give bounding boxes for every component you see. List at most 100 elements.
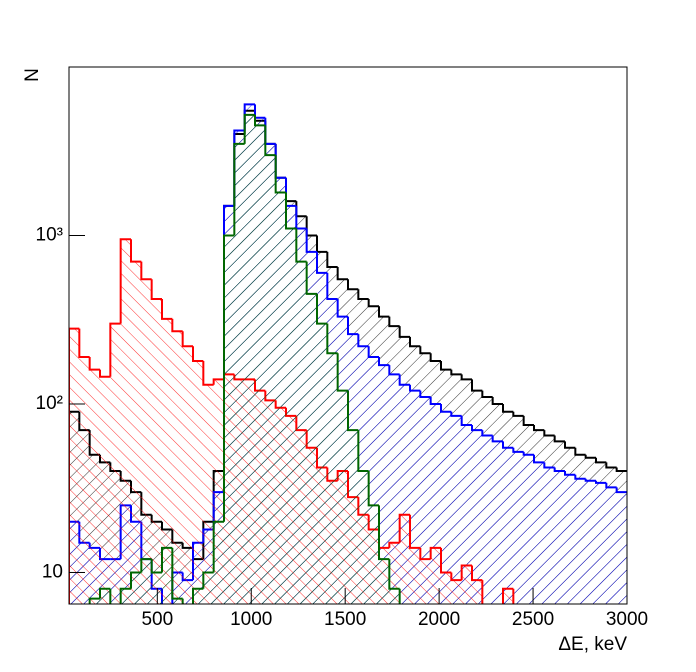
bar-edge — [192, 346, 204, 362]
bar-edge — [533, 425, 545, 432]
bar-fill — [224, 235, 235, 604]
bar-edge — [140, 261, 152, 281]
bar-edge — [88, 597, 100, 604]
bar-edge — [171, 547, 183, 600]
bar-edge — [574, 447, 586, 456]
bar-fill — [389, 542, 400, 604]
bar-edge — [202, 360, 214, 386]
bar-fill — [296, 261, 307, 604]
bar-edge — [254, 114, 266, 127]
bar-fill — [410, 390, 421, 604]
bar-fill — [358, 471, 369, 604]
bar-edge — [471, 379, 483, 392]
bar-fill — [399, 514, 410, 604]
bar-edge — [584, 454, 596, 459]
bar-edge — [450, 369, 462, 376]
bar-edge — [119, 238, 131, 324]
bar-fill — [544, 467, 555, 604]
bar-edge — [398, 513, 410, 543]
bar-edge — [409, 514, 421, 549]
bar-edge — [233, 142, 245, 236]
bar-edge — [264, 117, 276, 145]
x-tick-label: 2000 — [418, 609, 460, 630]
bar-edge — [357, 334, 369, 348]
bar-fill — [141, 559, 152, 604]
bar-edge — [574, 474, 586, 480]
bar-edge — [212, 378, 224, 385]
bar-edge — [326, 272, 338, 300]
bar-edge — [450, 411, 462, 417]
bar-fill — [430, 547, 441, 604]
bar-edge — [274, 143, 286, 179]
bar-edge — [564, 471, 576, 476]
bar-fill — [523, 454, 534, 604]
bar-edge — [326, 323, 338, 355]
bar-fill — [193, 360, 204, 604]
bar-edge — [243, 113, 255, 144]
bar-fill — [565, 474, 576, 604]
bar-edge — [575, 661, 585, 672]
bar-edge — [440, 360, 452, 371]
bar-edge — [502, 441, 514, 449]
bar-edge — [450, 572, 462, 582]
bar-fill — [585, 480, 596, 604]
bar-edge — [99, 587, 111, 599]
bar-edge — [264, 125, 276, 157]
bar-edge — [615, 487, 627, 494]
bar-edge — [388, 541, 400, 548]
bar-edge — [119, 587, 131, 604]
bar-edge — [316, 293, 328, 325]
bar-edge — [481, 390, 493, 399]
bar-fill — [317, 323, 328, 604]
bar-edge — [130, 571, 142, 589]
bar-edge — [615, 467, 627, 473]
bar-edge — [223, 234, 235, 522]
bar-edge — [264, 120, 276, 145]
y-tick-label: 10³ — [36, 225, 63, 246]
bar-edge — [161, 298, 173, 320]
bar-edge — [440, 403, 452, 413]
bar-fill — [575, 478, 586, 604]
bar-edge — [285, 192, 297, 230]
bar-fill — [461, 425, 472, 604]
bar-edge — [388, 365, 400, 376]
bar-edge — [409, 336, 421, 348]
bar-edge — [419, 346, 431, 355]
bar-fill — [244, 114, 255, 604]
bar-fill — [606, 487, 617, 604]
bar-fill — [596, 482, 607, 604]
bar-fill — [451, 580, 462, 604]
plot-area — [69, 103, 627, 672]
bar-fill — [616, 492, 627, 604]
bar-edge — [493, 610, 503, 623]
bar-edge — [181, 331, 193, 348]
bar-fill — [503, 588, 514, 604]
bar-fill — [306, 293, 317, 604]
bar-edge — [471, 425, 483, 432]
x-tick-label: 3000 — [606, 609, 648, 630]
bar-fill — [451, 415, 462, 604]
x-axis-label: ΔE, keV — [558, 634, 627, 655]
bar-fill — [327, 353, 338, 604]
bar-edge — [419, 390, 431, 399]
bar-edge — [78, 328, 90, 359]
bar-edge — [150, 279, 162, 300]
bar-edge — [347, 279, 359, 291]
bar-fill — [120, 239, 131, 604]
bar-fill — [337, 390, 348, 604]
bar-edge — [316, 251, 328, 274]
bar-edge — [274, 143, 286, 179]
bar-edge — [429, 397, 441, 405]
bar-fill — [110, 323, 121, 604]
bar-edge — [140, 558, 152, 573]
bar-fill — [348, 430, 359, 604]
bar-edge — [357, 430, 369, 473]
bar-fill — [472, 430, 483, 604]
bar-edge — [79, 607, 89, 623]
bar-edge — [109, 588, 112, 604]
bar-fill — [513, 451, 524, 604]
bar-fill — [100, 376, 111, 604]
bar-fill — [492, 441, 503, 604]
bar-fill — [213, 521, 224, 604]
bar-edge — [388, 316, 400, 328]
